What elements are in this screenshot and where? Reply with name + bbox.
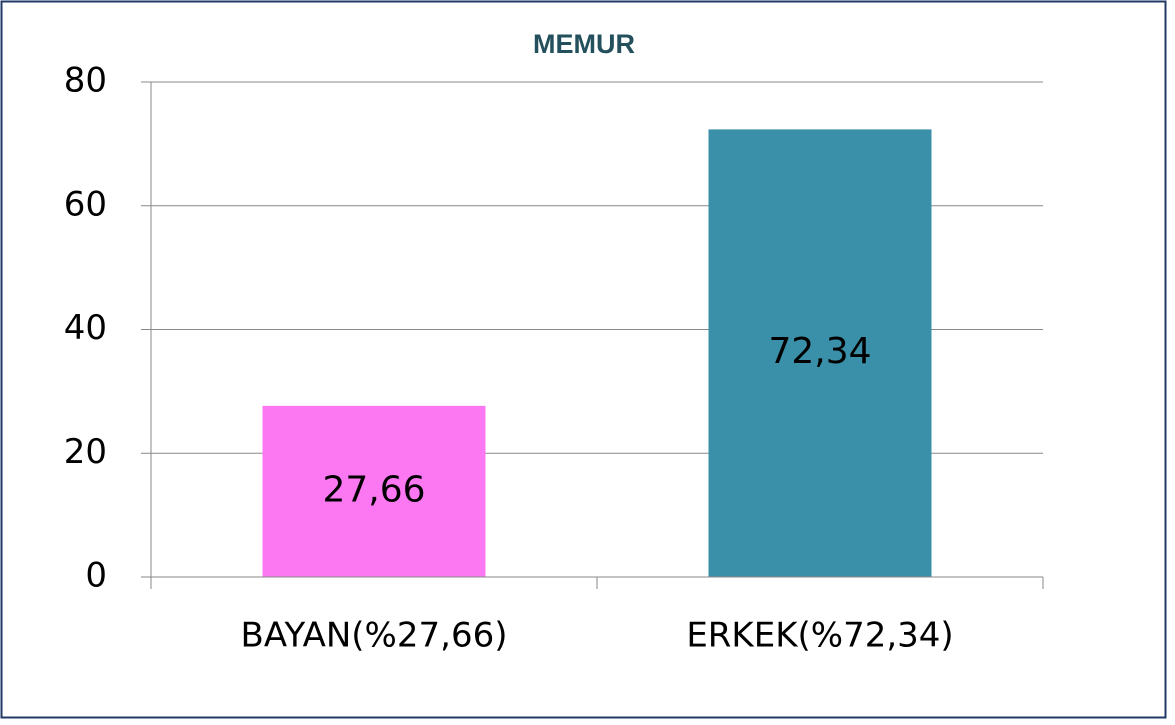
bar xyxy=(708,129,932,578)
bar xyxy=(262,405,486,577)
x-tick-label: BAYAN(%27,66) xyxy=(241,616,508,656)
y-tick-label: 0 xyxy=(85,556,107,596)
value-label: 72,34 xyxy=(768,331,871,372)
chart-title: MEMUR xyxy=(533,29,635,59)
value-label: 27,66 xyxy=(322,469,425,510)
y-tick-label: 80 xyxy=(64,61,107,101)
y-tick-label: 40 xyxy=(64,308,107,348)
y-tick-label: 60 xyxy=(64,184,107,224)
y-tick-label: 20 xyxy=(64,432,107,472)
x-tick-label: ERKEK(%72,34) xyxy=(686,616,953,656)
